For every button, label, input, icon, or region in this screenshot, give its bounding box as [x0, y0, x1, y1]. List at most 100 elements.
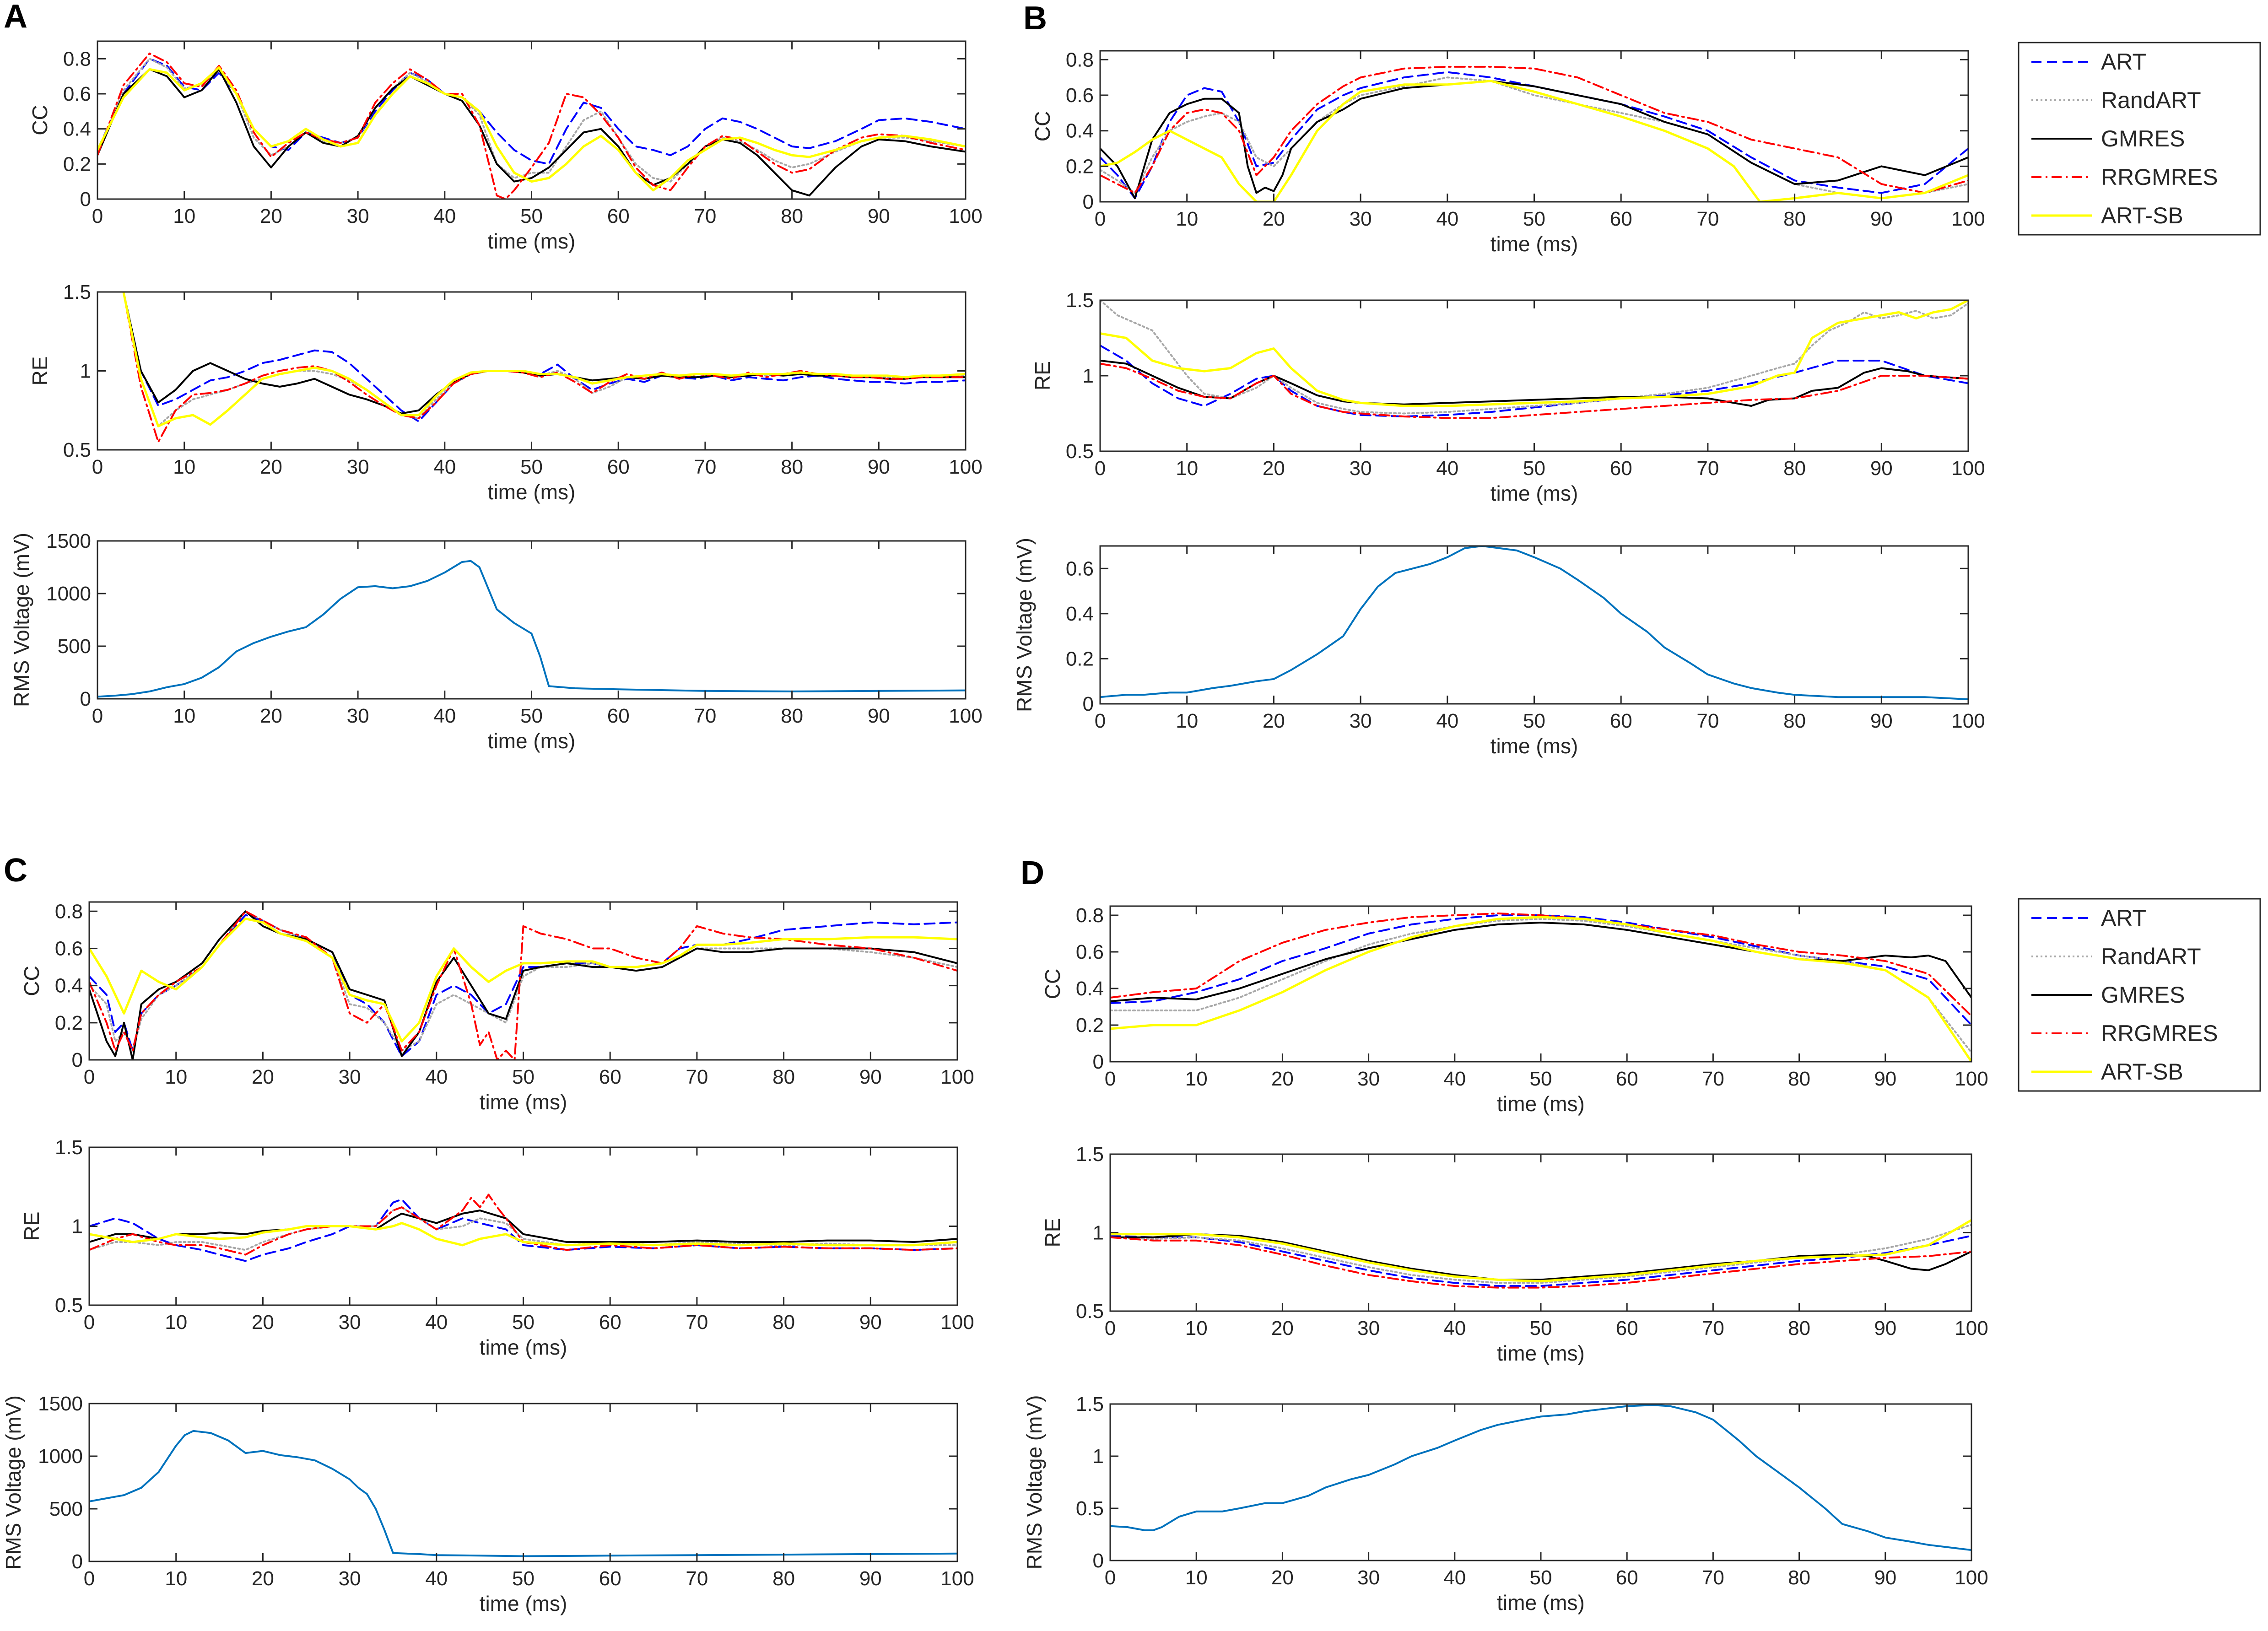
- x-tick-label: 0: [84, 1567, 95, 1590]
- x-tick-label: 0: [1105, 1068, 1116, 1090]
- y-tick-label: 0.5: [1076, 1300, 1104, 1323]
- x-tick-label: 30: [347, 456, 369, 478]
- x-axis-label: time (ms): [480, 1090, 567, 1114]
- subplot: 0 10 20 30 40 50 60 70 80 90 100 0 0.5 1 1.5 time (ms) R…: [1022, 1393, 1988, 1615]
- series-line-art-sb: [89, 1222, 957, 1247]
- axes-background: [1110, 906, 1971, 1062]
- x-tick-label: 20: [1263, 457, 1285, 480]
- x-tick-label: 10: [173, 205, 195, 227]
- x-axis-label: time (ms): [480, 1335, 567, 1359]
- x-axis-label: time (ms): [488, 729, 576, 753]
- series-line-art-sb: [89, 918, 957, 1042]
- y-tick-label: 0.2: [1066, 648, 1094, 670]
- x-tick-label: 50: [520, 205, 543, 227]
- x-tick-label: 70: [1702, 1068, 1724, 1090]
- series-line-randart: [1110, 918, 1971, 1053]
- x-tick-label: 20: [252, 1066, 274, 1088]
- legend-label: RandART: [2101, 944, 2201, 969]
- y-tick-label: 0: [80, 688, 91, 710]
- x-tick-label: 50: [1530, 1566, 1552, 1589]
- y-tick-label: 0.6: [1066, 84, 1094, 107]
- x-axis-label: time (ms): [1490, 232, 1578, 256]
- series-line-randart: [89, 910, 957, 1052]
- y-axis-label: RMS Voltage (mV): [10, 533, 33, 707]
- axes-background: [89, 1404, 957, 1561]
- x-tick-label: 60: [599, 1567, 621, 1590]
- y-tick-label: 0.8: [55, 900, 83, 923]
- x-tick-label: 80: [772, 1567, 795, 1590]
- x-axis-label: time (ms): [1497, 1341, 1585, 1365]
- x-tick-label: 80: [772, 1066, 795, 1088]
- x-tick-label: 70: [694, 705, 716, 727]
- y-tick-label: 1.5: [1066, 289, 1094, 312]
- x-tick-label: 80: [1788, 1068, 1810, 1090]
- y-tick-label: 1.5: [1076, 1143, 1104, 1166]
- plot-area: 0 10 20 30 40 50 60 70 80 90 10000.20.40.60.8time …: [1, 40, 1988, 1615]
- x-tick-label: 60: [1616, 1068, 1638, 1090]
- y-tick-label: 1500: [46, 530, 91, 552]
- x-tick-label: 40: [1436, 710, 1458, 732]
- y-tick-label: 0.8: [63, 48, 91, 70]
- y-axis-label: CC: [28, 105, 52, 135]
- y-axis-label: RMS Voltage (mV): [1, 1395, 25, 1570]
- y-tick-label: 0.5: [1076, 1497, 1104, 1520]
- series-group: [1100, 546, 1968, 701]
- x-tick-label: 100: [1951, 457, 1985, 480]
- series-line-randart: [97, 58, 966, 183]
- x-tick-label: 90: [859, 1311, 882, 1334]
- x-tick-label: 30: [1357, 1566, 1380, 1589]
- x-tick-label: 90: [859, 1066, 882, 1088]
- y-tick-label: 1500: [38, 1393, 83, 1415]
- y-axis-label: RE: [20, 1212, 43, 1241]
- x-tick-label: 100: [1955, 1566, 1988, 1589]
- panel-label: C: [4, 852, 27, 889]
- x-tick-label: 40: [1436, 208, 1458, 230]
- x-tick-label: 60: [1610, 710, 1632, 732]
- x-tick-label: 70: [1702, 1566, 1724, 1589]
- panel-label: D: [1021, 855, 1044, 891]
- x-axis-label: time (ms): [488, 480, 576, 504]
- subplot: 0 10 20 30 40 50 60 70 80 90 100 0 0.2 0.4 0.6 time (ms…: [1012, 538, 1985, 758]
- axes-background: [1100, 300, 1968, 451]
- x-tick-label: 100: [949, 205, 982, 227]
- x-tick-label: 30: [339, 1567, 361, 1590]
- x-tick-label: 70: [694, 456, 716, 478]
- x-tick-label: 10: [1185, 1317, 1208, 1339]
- y-tick-label: 0.4: [1066, 120, 1094, 142]
- x-tick-label: 50: [520, 456, 543, 478]
- y-tick-label: 0.5: [55, 1294, 83, 1317]
- series-group: [97, 52, 966, 199]
- legend-label: ART: [2101, 905, 2146, 931]
- series-group: [89, 910, 957, 1060]
- x-tick-label: 80: [1783, 457, 1806, 480]
- x-tick-label: 80: [1783, 208, 1806, 230]
- subplot: 0 10 20 30 40 50 60 70 80 90 100 0 0.2 0.4 0.6 0.8 time …: [1031, 49, 1985, 256]
- axes-background: [97, 292, 966, 450]
- x-tick-label: 70: [1696, 710, 1719, 732]
- y-axis-label: RE: [1031, 361, 1054, 390]
- series-line-art-sb: [1110, 1219, 1971, 1283]
- y-tick-label: 0.5: [1066, 440, 1094, 463]
- x-tick-label: 60: [1616, 1317, 1638, 1339]
- x-tick-label: 50: [1530, 1317, 1552, 1339]
- series-group: [97, 560, 966, 698]
- y-tick-label: 0.4: [1076, 978, 1104, 1000]
- x-tick-label: 60: [1616, 1566, 1638, 1589]
- legend-label: RRGMRES: [2101, 1021, 2218, 1046]
- x-tick-label: 70: [686, 1311, 708, 1334]
- y-axis-label: RMS Voltage (mV): [1022, 1395, 1046, 1570]
- y-tick-label: 0: [72, 1550, 83, 1573]
- y-tick-label: 0.6: [63, 83, 91, 105]
- x-tick-label: 20: [260, 205, 282, 227]
- y-tick-label: 0: [72, 1049, 83, 1071]
- series-line-randart: [89, 1206, 957, 1251]
- x-tick-label: 90: [1874, 1068, 1896, 1090]
- x-tick-label: 100: [940, 1311, 974, 1334]
- series-line-rms: [97, 560, 966, 698]
- x-tick-label: 20: [1271, 1068, 1294, 1090]
- y-tick-label: 1.5: [63, 281, 91, 303]
- legend: ART RandART GMRES RRGMRES ART-SB: [2018, 898, 2261, 1092]
- series-group: [1110, 1404, 1971, 1551]
- series-line-rms: [1110, 1404, 1971, 1551]
